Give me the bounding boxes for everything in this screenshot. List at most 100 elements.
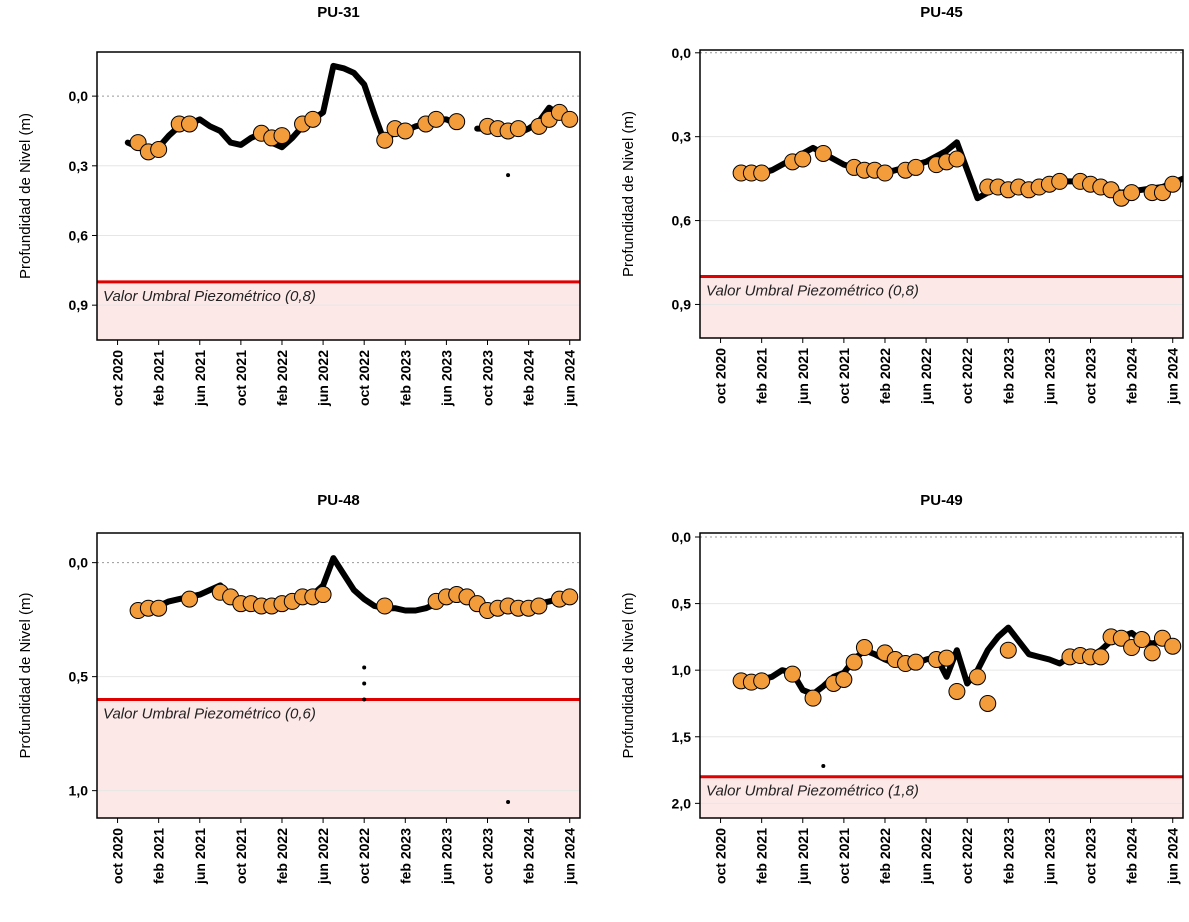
measurement-point: [938, 649, 956, 667]
x-tick-label: feb 2021: [151, 350, 167, 406]
y-tick-label: 1,5: [672, 729, 692, 745]
measurement-point: [814, 144, 832, 162]
measurement-point: [948, 150, 966, 168]
plot-area: Valor Umbral Piezométrico (0,6): [97, 555, 580, 818]
x-tick-label: jun 2021: [192, 350, 208, 407]
measurement-point: [979, 694, 997, 712]
y-tick-label: 0,5: [69, 669, 89, 685]
outlier-dot: [506, 800, 511, 805]
y-tick-label: 0,9: [69, 297, 89, 313]
measurement-point: [376, 131, 394, 149]
measurement-point: [150, 141, 168, 159]
measurement-point: [150, 599, 168, 617]
x-tick-label: jun 2022: [315, 350, 331, 407]
measurement-point: [968, 668, 986, 686]
x-tick-label: jun 2022: [918, 348, 934, 405]
outlier-dot: [362, 665, 367, 670]
x-tick-label: oct 2020: [110, 350, 126, 406]
measurement-point: [1164, 175, 1182, 193]
x-tick-label: oct 2022: [356, 350, 372, 406]
x-tick-label: feb 2022: [274, 828, 290, 884]
outlier-dot: [362, 697, 367, 702]
measurement-point: [753, 672, 771, 690]
chart-title: PU-31: [317, 4, 360, 21]
plot-frame: [96, 51, 581, 341]
panel: Valor Umbral Piezométrico (0,6) 0,0 0,5 1,0…: [17, 492, 581, 885]
x-tick-label: oct 2023: [1083, 828, 1099, 884]
measurement-point: [427, 110, 445, 128]
measurement-point: [1133, 631, 1151, 649]
x-tick-label: jun 2022: [315, 828, 331, 885]
y-tick-label: 0,6: [672, 213, 692, 229]
outlier-dot: [362, 681, 367, 686]
x-tick-label: jun 2021: [192, 828, 208, 885]
measurement-point: [1051, 172, 1069, 190]
x-tick-label: jun 2021: [795, 348, 811, 405]
threshold-label: Valor Umbral Piezométrico (0,8): [706, 282, 919, 299]
x-tick-label: feb 2024: [1124, 348, 1140, 404]
y-tick-label: 0,0: [69, 88, 89, 104]
chart-title: PU-49: [920, 492, 963, 509]
measurement-point: [304, 110, 322, 128]
threshold-band: [700, 276, 1183, 338]
measurement-point: [530, 597, 548, 615]
measurement-point: [794, 150, 812, 168]
x-tick-label: feb 2021: [754, 828, 770, 884]
measurement-point: [845, 653, 863, 671]
x-tick-label: oct 2022: [356, 828, 372, 884]
x-tick-label: feb 2021: [754, 348, 770, 404]
measurement-point: [180, 115, 198, 133]
measurement-point: [314, 586, 332, 604]
panel: Valor Umbral Piezométrico (1,8) 0,0 0,5 1,0…: [620, 492, 1184, 885]
x-tick-label: jun 2022: [918, 828, 934, 885]
measurement-point: [855, 639, 873, 657]
measurement-point: [273, 127, 291, 145]
y-tick-label: 2,0: [672, 795, 692, 811]
x-tick-label: jun 2024: [562, 828, 578, 885]
x-tick-label: feb 2024: [521, 350, 537, 406]
y-axis-label: Profundidad de Nivel (m): [620, 593, 637, 759]
measurement-point: [561, 588, 579, 606]
plot-frame: [96, 532, 581, 819]
measurement-point: [948, 682, 966, 700]
threshold-band: [700, 776, 1183, 818]
x-tick-label: feb 2023: [1000, 828, 1016, 884]
panel: Valor Umbral Piezométrico (0,8) 0,0 0,3 0,6…: [620, 4, 1184, 405]
y-axis-label: Profundidad de Nivel (m): [17, 593, 34, 759]
measurement-point: [876, 164, 894, 182]
plot-area: Valor Umbral Piezométrico (0,8): [97, 62, 580, 340]
y-axis-label: Profundidad de Nivel (m): [620, 111, 637, 277]
threshold-label: Valor Umbral Piezométrico (0,8): [103, 288, 316, 305]
measurement-point: [376, 597, 394, 615]
x-tick-label: oct 2020: [713, 348, 729, 404]
measurement-point: [907, 158, 925, 176]
x-tick-label: feb 2023: [1000, 348, 1016, 404]
measurement-point: [804, 689, 822, 707]
plot-background: [700, 533, 1183, 818]
chart-title: PU-45: [920, 4, 963, 21]
x-tick-label: jun 2023: [438, 828, 454, 885]
x-tick-label: feb 2022: [274, 350, 290, 406]
x-tick-label: jun 2024: [1165, 828, 1181, 885]
x-tick-label: jun 2021: [795, 828, 811, 885]
outlier-dot: [821, 764, 826, 769]
x-tick-label: oct 2021: [233, 828, 249, 884]
plot-area: Valor Umbral Piezométrico (1,8): [700, 536, 1183, 818]
plot-area: Valor Umbral Piezométrico (0,8): [700, 52, 1183, 338]
x-tick-label: oct 2023: [1083, 348, 1099, 404]
measurement-point: [1143, 644, 1161, 662]
y-tick-label: 1,0: [672, 662, 692, 678]
y-tick-label: 0,5: [672, 596, 692, 612]
x-tick-label: jun 2023: [1041, 828, 1057, 885]
measurement-point: [783, 665, 801, 683]
y-tick-label: 0,0: [69, 555, 89, 571]
x-tick-label: jun 2023: [438, 350, 454, 407]
y-tick-label: 0,0: [672, 529, 692, 545]
measurement-point: [561, 110, 579, 128]
x-tick-label: oct 2021: [836, 348, 852, 404]
threshold-band: [97, 281, 580, 340]
x-tick-label: jun 2024: [1165, 348, 1181, 405]
measurement-point: [835, 670, 853, 688]
x-tick-label: oct 2023: [480, 350, 496, 406]
